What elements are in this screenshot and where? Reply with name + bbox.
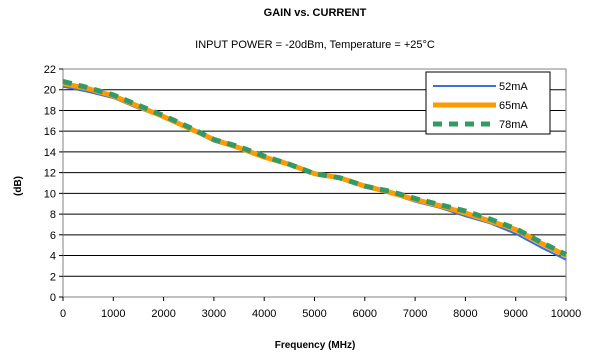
x-tick-label: 10000 <box>551 308 582 320</box>
axis-ticks: 0 2 4 6 8 10 12 14 16 18 20 22 0 1000 2000 3000 4000 5000… <box>44 64 582 320</box>
y-tick-label: 10 <box>44 188 56 200</box>
x-tick-label: 7000 <box>403 308 427 320</box>
y-tick-label: 6 <box>50 230 56 242</box>
series-layer <box>62 78 568 261</box>
y-tick-label: 16 <box>44 126 56 138</box>
series-line-78mA <box>62 78 568 257</box>
x-tick-label: 1000 <box>101 308 125 320</box>
y-tick-label: 20 <box>44 85 56 97</box>
x-tick-label: 8000 <box>453 308 477 320</box>
y-tick-label: 12 <box>44 168 56 180</box>
chart-subtitle: INPUT POWER = -20dBm, Temperature = +25°… <box>195 39 435 51</box>
y-tick-label: 4 <box>50 251 56 263</box>
x-tick-label: 2000 <box>151 308 175 320</box>
x-tick-label: 3000 <box>202 308 226 320</box>
y-tick-label: 18 <box>44 105 56 117</box>
x-tick-label: 5000 <box>302 308 326 320</box>
x-axis-label: Frequency (MHz) <box>275 340 356 351</box>
y-tick-label: 14 <box>44 147 56 159</box>
y-tick-label: 2 <box>50 271 56 283</box>
x-tick-label: 9000 <box>503 308 527 320</box>
legend: 52mA 65mA 78mA <box>425 71 551 135</box>
y-tick-label: 0 <box>50 292 56 304</box>
y-axis-label: (dB) <box>13 176 24 196</box>
y-tick-label: 22 <box>44 64 56 76</box>
legend-label-65mA: 65mA <box>499 100 528 112</box>
chart-title: GAIN vs. CURRENT <box>264 7 367 19</box>
y-tick-label: 8 <box>50 209 56 221</box>
x-tick-label: 6000 <box>353 308 377 320</box>
legend-label-52mA: 52mA <box>499 81 528 93</box>
x-tick-label: 0 <box>60 308 66 320</box>
x-tick-label: 4000 <box>252 308 276 320</box>
legend-label-78mA: 78mA <box>499 119 528 131</box>
